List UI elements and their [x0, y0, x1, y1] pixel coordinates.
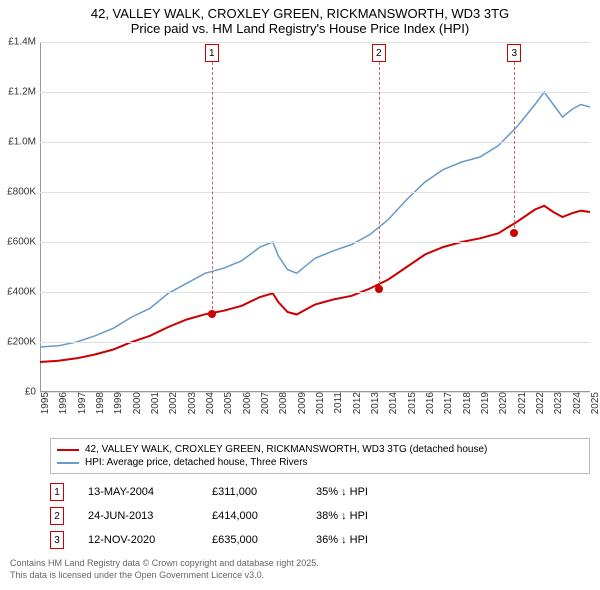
- sales-row: 2 24-JUN-2013 £414,000 38% ↓ HPI: [50, 504, 590, 528]
- x-tick-label: 1999: [113, 392, 124, 414]
- y-tick-label: £1.0M: [8, 137, 40, 148]
- marker-dot-2: [375, 285, 383, 293]
- x-tick-label: 1995: [40, 392, 51, 414]
- sales-row: 1 13-MAY-2004 £311,000 35% ↓ HPI: [50, 480, 590, 504]
- x-tick-label: 1998: [95, 392, 106, 414]
- plot-region: £0£200K£400K£600K£800K£1.0M£1.2M£1.4M123: [40, 42, 590, 392]
- y-tick-label: £600K: [7, 237, 40, 248]
- grid-line: [40, 342, 590, 343]
- sales-price: £311,000: [212, 486, 292, 498]
- x-axis: 1995 1996 1997 1998 1999 2000 2001 2002 2003 2004…: [40, 392, 590, 432]
- title-block: 42, VALLEY WALK, CROXLEY GREEN, RICKMANS…: [0, 0, 600, 38]
- x-tick-label: 2008: [278, 392, 289, 414]
- chart-container: 42, VALLEY WALK, CROXLEY GREEN, RICKMANS…: [0, 0, 600, 590]
- marker-box-3: 3: [507, 44, 521, 62]
- legend-item: 42, VALLEY WALK, CROXLEY GREEN, RICKMANS…: [57, 443, 583, 456]
- x-tick-label: 2010: [315, 392, 326, 414]
- x-tick-label: 2004: [205, 392, 216, 414]
- x-tick-label: 2018: [462, 392, 473, 414]
- x-tick-label: 2021: [517, 392, 528, 414]
- x-tick-label: 2014: [388, 392, 399, 414]
- sales-table: 1 13-MAY-2004 £311,000 35% ↓ HPI 2 24-JUN-201…: [50, 480, 590, 552]
- legend-swatch: [57, 449, 79, 451]
- x-tick-label: 2023: [553, 392, 564, 414]
- x-tick-label: 2011: [333, 392, 344, 414]
- series-price_paid: [40, 206, 590, 362]
- y-tick-label: £0: [25, 387, 40, 398]
- y-tick-label: £1.4M: [8, 37, 40, 48]
- x-tick-label: 2022: [535, 392, 546, 414]
- chart-svg: [40, 42, 590, 392]
- y-tick-label: £800K: [7, 187, 40, 198]
- marker-dash: [379, 62, 380, 289]
- marker-dash: [514, 62, 515, 233]
- sales-date: 24-JUN-2013: [88, 510, 188, 522]
- sales-marker-num: 3: [50, 531, 64, 549]
- title-address: 42, VALLEY WALK, CROXLEY GREEN, RICKMANS…: [10, 6, 590, 21]
- x-tick-label: 1997: [77, 392, 88, 414]
- x-tick-label: 2000: [132, 392, 143, 414]
- marker-box-1: 1: [205, 44, 219, 62]
- sales-date: 13-MAY-2004: [88, 486, 188, 498]
- chart-area: £0£200K£400K£600K£800K£1.0M£1.2M£1.4M123…: [40, 42, 590, 432]
- x-tick-label: 2012: [352, 392, 363, 414]
- marker-dot-1: [208, 310, 216, 318]
- x-tick-label: 2006: [242, 392, 253, 414]
- sales-diff: 38% ↓ HPI: [316, 510, 416, 522]
- x-tick-label: 2025: [590, 392, 600, 414]
- grid-line: [40, 92, 590, 93]
- x-tick-label: 2020: [498, 392, 509, 414]
- marker-dot-3: [510, 229, 518, 237]
- footer: Contains HM Land Registry data © Crown c…: [10, 558, 590, 581]
- y-tick-label: £200K: [7, 337, 40, 348]
- sales-price: £414,000: [212, 510, 292, 522]
- y-tick-label: £400K: [7, 287, 40, 298]
- sales-diff: 36% ↓ HPI: [316, 534, 416, 546]
- legend: 42, VALLEY WALK, CROXLEY GREEN, RICKMANS…: [50, 438, 590, 474]
- x-tick-label: 2015: [407, 392, 418, 414]
- legend-label: HPI: Average price, detached house, Thre…: [85, 457, 308, 468]
- x-tick-label: 2001: [150, 392, 161, 414]
- x-tick-label: 2007: [260, 392, 271, 414]
- x-tick-label: 2016: [425, 392, 436, 414]
- x-tick-label: 2003: [187, 392, 198, 414]
- series-hpi: [40, 92, 590, 347]
- legend-item: HPI: Average price, detached house, Thre…: [57, 456, 583, 469]
- title-subtitle: Price paid vs. HM Land Registry's House …: [10, 21, 590, 36]
- x-tick-label: 2005: [223, 392, 234, 414]
- footer-line1: Contains HM Land Registry data © Crown c…: [10, 558, 590, 570]
- sales-diff: 35% ↓ HPI: [316, 486, 416, 498]
- legend-label: 42, VALLEY WALK, CROXLEY GREEN, RICKMANS…: [85, 444, 487, 455]
- x-tick-label: 2013: [370, 392, 381, 414]
- sales-row: 3 12-NOV-2020 £635,000 36% ↓ HPI: [50, 528, 590, 552]
- sales-marker-num: 1: [50, 483, 64, 501]
- x-tick-label: 2019: [480, 392, 491, 414]
- footer-line2: This data is licensed under the Open Gov…: [10, 570, 590, 582]
- y-tick-label: £1.2M: [8, 87, 40, 98]
- sales-marker-num: 2: [50, 507, 64, 525]
- x-tick-label: 2024: [572, 392, 583, 414]
- sales-date: 12-NOV-2020: [88, 534, 188, 546]
- grid-line: [40, 42, 590, 43]
- x-tick-label: 2002: [168, 392, 179, 414]
- legend-swatch: [57, 462, 79, 464]
- x-tick-label: 2017: [443, 392, 454, 414]
- marker-box-2: 2: [372, 44, 386, 62]
- x-tick-label: 2009: [297, 392, 308, 414]
- grid-line: [40, 242, 590, 243]
- marker-dash: [212, 62, 213, 314]
- x-tick-label: 1996: [58, 392, 69, 414]
- grid-line: [40, 292, 590, 293]
- grid-line: [40, 192, 590, 193]
- sales-price: £635,000: [212, 534, 292, 546]
- grid-line: [40, 142, 590, 143]
